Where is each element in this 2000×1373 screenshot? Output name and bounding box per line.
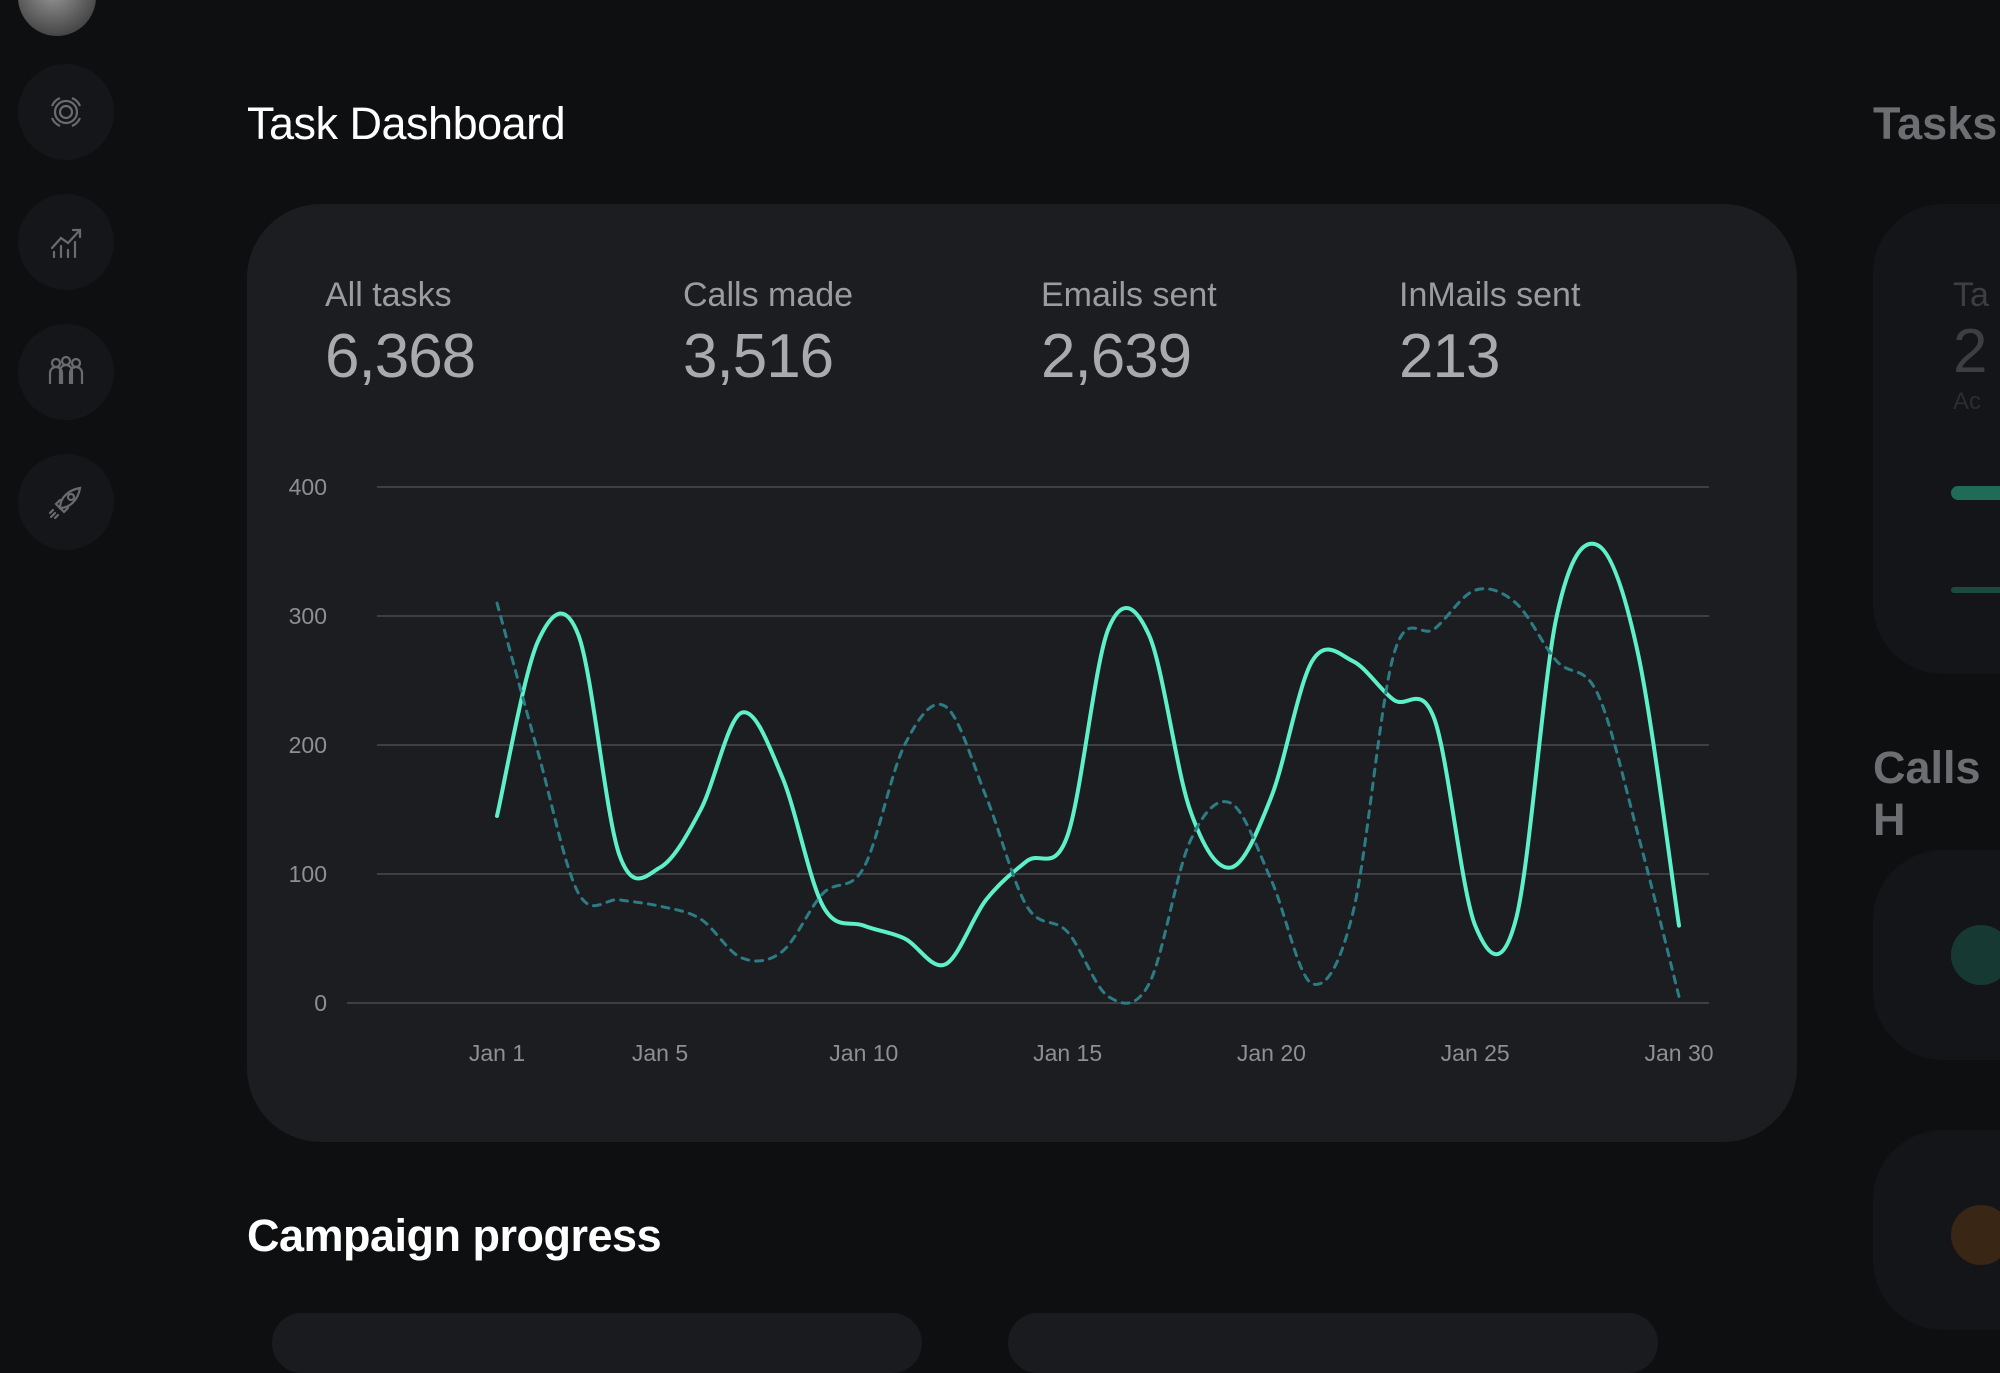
avatar[interactable] <box>18 0 96 36</box>
x-tick-label: Jan 15 <box>1033 1040 1102 1066</box>
call-item-card[interactable] <box>1873 1130 2000 1330</box>
stat-value: 6,368 <box>325 322 476 391</box>
series-line-solid <box>495 541 1681 968</box>
rocket-icon <box>48 486 82 520</box>
campaign-card[interactable] <box>1008 1313 1658 1373</box>
tasks-card-label: Ta <box>1953 276 1989 314</box>
stat-emails-sent[interactable]: Emails sent 2,639 <box>1041 276 1217 392</box>
section-title: Campaign progress <box>247 1210 662 1261</box>
x-tick-label: Jan 20 <box>1237 1040 1306 1066</box>
series-line-dashed <box>495 587 1681 1005</box>
tasks-panel-title: Tasks <box>1873 98 1998 149</box>
stat-value: 213 <box>1399 322 1500 391</box>
tasks-card-sub: Ac <box>1953 388 1982 415</box>
x-tick-label: Jan 25 <box>1441 1040 1510 1066</box>
nav-team[interactable] <box>18 324 114 420</box>
sidebar <box>0 0 130 1333</box>
page-title: Task Dashboard <box>247 98 566 149</box>
phone-icon <box>1951 925 2000 985</box>
y-tick-label: 100 <box>289 861 327 887</box>
stat-label: Emails sent <box>1041 276 1217 314</box>
tasks-summary-card[interactable]: Ta 2 Ac <box>1873 204 2000 674</box>
x-tick-label: Jan 10 <box>829 1040 898 1066</box>
analytics-icon <box>50 228 82 259</box>
y-tick-label: 200 <box>289 732 327 758</box>
stat-value: 2,639 <box>1041 322 1192 391</box>
stat-label: All tasks <box>325 276 452 314</box>
calls-panel-title: Calls H <box>1873 742 1981 845</box>
stat-value: 3,516 <box>683 322 834 391</box>
x-tick-label: Jan 30 <box>1644 1040 1713 1066</box>
nav-rocket[interactable] <box>18 454 114 550</box>
campaign-card[interactable] <box>272 1313 922 1373</box>
stat-calls-made[interactable]: Calls made 3,516 <box>683 276 853 392</box>
nav-target[interactable] <box>18 64 114 160</box>
x-tick-label: Jan 1 <box>469 1040 525 1066</box>
stat-all-tasks[interactable]: All tasks 6,368 <box>325 276 476 392</box>
y-tick-label: 400 <box>289 474 327 500</box>
stat-inmails-sent[interactable]: InMails sent 213 <box>1399 276 1580 392</box>
y-tick-label: 300 <box>289 603 327 629</box>
nav-analytics[interactable] <box>18 194 114 290</box>
task-chart-card: All tasks 6,368 Calls made 3,516 Emails … <box>247 204 1797 1142</box>
progress-bar <box>1951 587 2000 593</box>
stat-label: Calls made <box>683 276 854 314</box>
progress-bar <box>1951 486 2000 500</box>
x-tick-label: Jan 5 <box>632 1040 688 1066</box>
tasks-line-chart: 0 100 200 300 400 Jan 1 Jan 5 Jan 10 Jan 15 Jan 2… <box>289 474 1714 1066</box>
stat-label: InMails sent <box>1399 276 1581 314</box>
target-icon <box>50 96 82 128</box>
call-item-card[interactable] <box>1873 850 2000 1060</box>
team-icon <box>48 355 84 384</box>
tasks-card-value: 2 <box>1953 317 1988 386</box>
phone-icon <box>1951 1205 2000 1265</box>
y-tick-label: 0 <box>314 990 327 1016</box>
